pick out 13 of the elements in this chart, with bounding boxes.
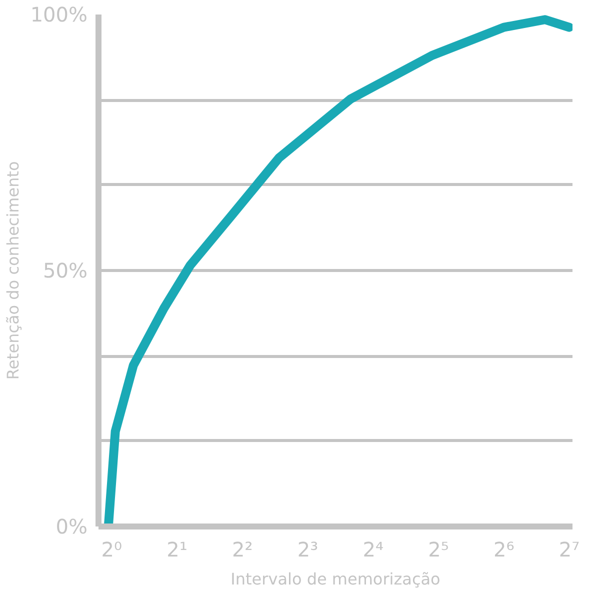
x-tick-label: 2² [232,538,253,562]
x-axis-title: Intervalo de memorização [230,570,440,588]
x-tick-label: 2¹ [166,538,188,562]
y-tick-label: 50% [43,258,88,282]
x-tick-label: 2⁰ [101,538,122,562]
y-tick-label: 0% [56,514,88,538]
x-tick-label: 2⁵ [428,538,449,562]
x-tick-label: 2⁷ [558,538,580,562]
x-tick-label: 2⁶ [494,538,514,562]
x-tick-label: 2⁴ [362,538,384,562]
x-tick-label: 2³ [297,538,318,562]
y-axis-title: Retenção do conhecimento [3,161,22,380]
y-tick-label: 100% [30,2,88,26]
